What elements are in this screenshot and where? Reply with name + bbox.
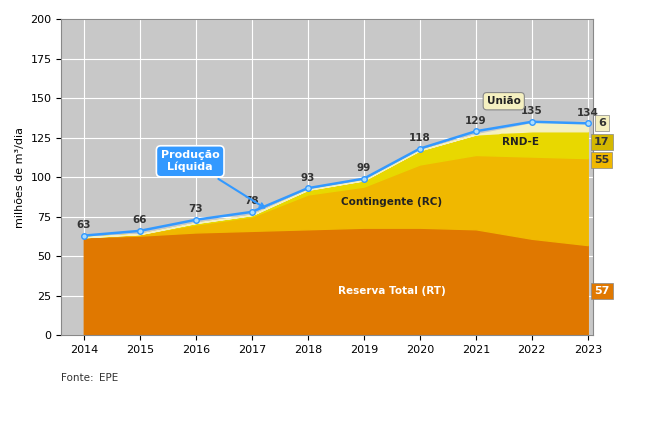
Text: União: União <box>487 96 521 106</box>
Text: EPE: EPE <box>99 373 118 383</box>
Text: 6: 6 <box>598 118 606 128</box>
Text: 118: 118 <box>409 133 430 143</box>
Text: RND-E: RND-E <box>502 137 539 147</box>
Text: 78: 78 <box>244 196 259 207</box>
Text: 99: 99 <box>357 163 371 173</box>
Text: 57: 57 <box>594 286 610 296</box>
Text: 134: 134 <box>577 108 599 118</box>
Text: 63: 63 <box>77 220 91 230</box>
Text: 66: 66 <box>133 215 147 225</box>
Text: 93: 93 <box>301 173 315 183</box>
Text: 135: 135 <box>521 106 543 116</box>
Text: Produção
Líquida: Produção Líquida <box>161 150 264 207</box>
Text: 17: 17 <box>594 137 610 147</box>
Text: 73: 73 <box>189 204 203 214</box>
Text: 129: 129 <box>465 116 487 126</box>
Text: Contingente (RC): Contingente (RC) <box>341 198 442 207</box>
Text: Reserva Total (RT): Reserva Total (RT) <box>338 286 445 296</box>
Text: 55: 55 <box>594 155 610 165</box>
Text: Fonte:: Fonte: <box>61 373 94 383</box>
Y-axis label: milhões de m³/dia: milhões de m³/dia <box>15 127 25 228</box>
